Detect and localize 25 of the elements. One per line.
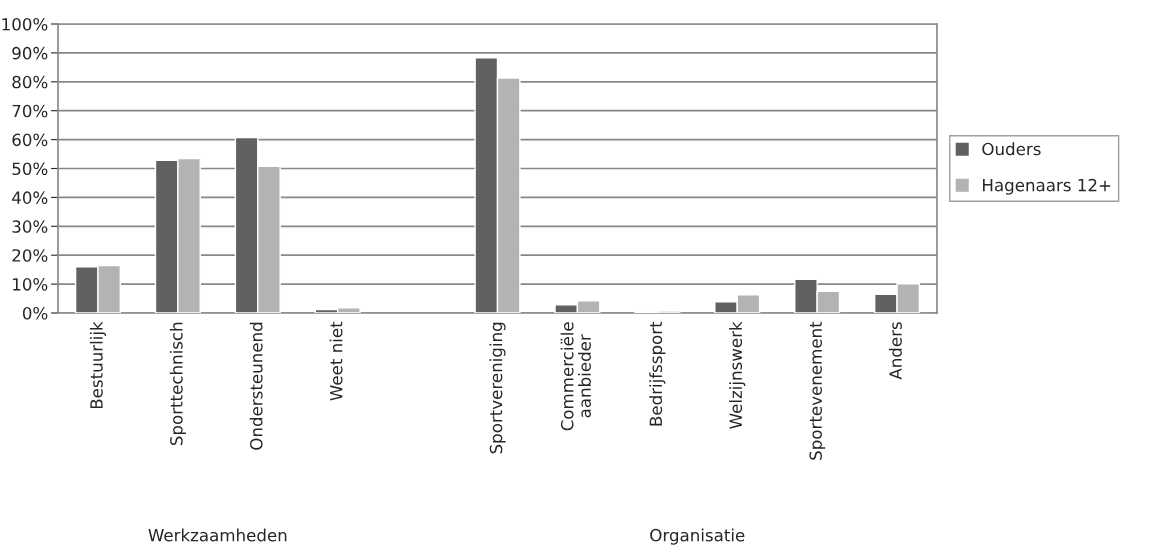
x-tick-label: Bedrijfssport [649, 321, 666, 426]
text: Organisatie [650, 528, 745, 545]
x-tick-label: Sportevenement [809, 321, 826, 460]
y-tick-label: 10% [13, 278, 48, 291]
x-tick-label: Weet niet [329, 321, 343, 401]
y-tick-label: 50% [12, 162, 48, 176]
legend-label: Hagenaars 12+ [983, 178, 1111, 195]
legend-label: Ouders [982, 142, 1041, 156]
y-tick-label: 30% [12, 220, 48, 233]
y-tick-label: 70% [12, 104, 48, 118]
y-tick-label: 20% [12, 249, 48, 262]
x-tick-label: Ondersteunend [249, 322, 263, 450]
x-tick-label: Bestuurlijk [89, 321, 107, 409]
x-tick-label: Anders [888, 322, 902, 380]
x-tick-label: Welzijnswerk [729, 321, 746, 429]
y-tick-label: 90% [12, 46, 48, 60]
text: Werkzaamheden [148, 528, 287, 542]
y-tick-label: 100% [2, 17, 48, 31]
x-tick-label: Commerciële aanbieder [560, 322, 591, 431]
y-tick-label: 80% [12, 75, 48, 89]
y-tick-label: 0% [22, 306, 48, 320]
x-tick-label: Sportvereniging [489, 322, 506, 454]
x-tick-label: Sporttechnisch [169, 322, 186, 446]
y-tick-label: 60% [12, 133, 48, 147]
y-tick-label: 40% [12, 191, 48, 204]
